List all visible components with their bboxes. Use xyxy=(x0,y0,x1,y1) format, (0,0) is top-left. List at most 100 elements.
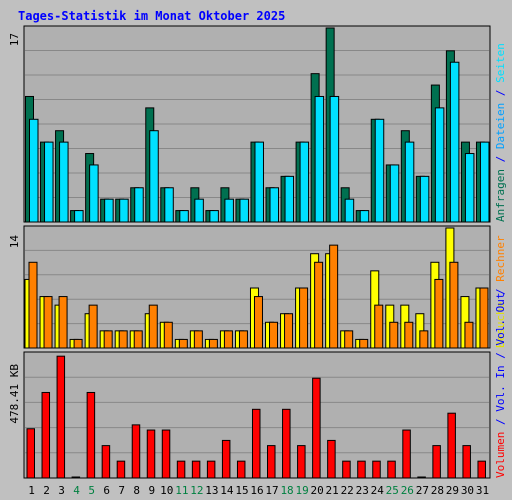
legend-text: Rechner xyxy=(494,235,507,282)
bar-volumen xyxy=(251,408,261,479)
bar-volumen xyxy=(297,445,306,479)
bar-rechner xyxy=(359,338,369,349)
bar-volumen xyxy=(71,476,81,479)
bar-volumen xyxy=(221,439,231,479)
y-max-label-top: 17 xyxy=(8,33,21,46)
x-tick-label: 1 xyxy=(28,484,35,497)
bar-volumen xyxy=(116,460,126,479)
bar-dateien xyxy=(479,141,490,223)
bar-rechner xyxy=(314,261,324,349)
bar-volumen xyxy=(267,445,276,479)
x-tick-label: 12 xyxy=(190,484,203,497)
y-max-label-middle: 14 xyxy=(8,235,21,249)
bar-rechner xyxy=(118,330,128,349)
legend-text: Anfragen xyxy=(494,169,507,222)
bar-dateien xyxy=(464,153,475,223)
bar-dateien xyxy=(299,141,310,223)
bar-rechner xyxy=(133,330,143,349)
bar-dateien xyxy=(269,187,280,223)
bar-volumen xyxy=(342,460,351,479)
bar-volumen xyxy=(131,424,141,479)
x-tick-label: 8 xyxy=(133,484,140,497)
bar-volumen xyxy=(402,429,411,479)
bar-rechner xyxy=(148,304,158,349)
bar-dateien xyxy=(134,187,144,223)
bar-volumen xyxy=(56,355,66,479)
legend-text: / xyxy=(494,412,507,432)
bar-dateien xyxy=(89,164,99,223)
bar-dateien xyxy=(194,198,204,223)
bar-rechner xyxy=(178,338,188,349)
legend-text: Vol. In xyxy=(494,365,507,411)
x-tick-label: 16 xyxy=(250,484,263,497)
bar-volumen xyxy=(417,476,426,479)
legend-text: / xyxy=(494,346,507,366)
bar-rechner xyxy=(299,287,309,349)
bar-rechner xyxy=(73,338,83,349)
bar-volumen xyxy=(477,460,486,479)
legend-text: Besuche xyxy=(494,302,507,348)
bar-dateien xyxy=(104,198,114,223)
bar-dateien xyxy=(179,210,189,223)
bar-rechner xyxy=(389,321,399,349)
x-tick-label: 10 xyxy=(160,484,173,497)
x-tick-label: 3 xyxy=(58,484,65,497)
bar-rechner xyxy=(344,330,354,349)
x-tick-label: 24 xyxy=(371,484,385,497)
x-tick-label: 27 xyxy=(416,484,429,497)
legend-text: Vol. Out xyxy=(494,293,507,346)
bar-volumen xyxy=(282,408,291,479)
y-max-label-bottom: 478.41 KB xyxy=(8,364,21,424)
x-tick-label: 14 xyxy=(220,484,234,497)
x-tick-label: 31 xyxy=(476,484,489,497)
bar-dateien xyxy=(284,175,295,223)
bar-rechner xyxy=(43,296,53,349)
x-tick-label: 9 xyxy=(148,484,155,497)
bar-dateien xyxy=(74,210,84,223)
bar-volumen xyxy=(372,460,381,479)
bar-rechner xyxy=(238,330,248,349)
bar-dateien xyxy=(149,130,159,223)
bar-volumen xyxy=(357,460,366,479)
bar-dateien xyxy=(434,107,445,223)
bar-rechner xyxy=(329,244,339,349)
bar-volumen xyxy=(161,429,171,479)
x-tick-label: 25 xyxy=(386,484,399,497)
bar-volumen xyxy=(146,429,156,479)
x-tick-label: 5 xyxy=(88,484,95,497)
bar-dateien xyxy=(254,141,264,223)
bar-volumen xyxy=(26,428,35,479)
bar-dateien xyxy=(359,210,370,223)
bar-dateien xyxy=(224,198,234,223)
right-legend-middle: Besuche / Rechner xyxy=(494,235,507,348)
bar-rechner xyxy=(464,321,474,349)
legend-text: / xyxy=(494,149,507,169)
x-tick-label: 18 xyxy=(280,484,293,497)
x-tick-label: 28 xyxy=(431,484,444,497)
x-tick-label: 22 xyxy=(341,484,354,497)
bar-rechner xyxy=(269,321,279,349)
x-tick-label: 23 xyxy=(356,484,369,497)
x-tick-label: 21 xyxy=(326,484,339,497)
x-tick-label: 17 xyxy=(265,484,278,497)
bar-volumen xyxy=(206,460,216,479)
bar-rechner xyxy=(163,321,173,349)
bar-volumen xyxy=(101,445,111,479)
bar-dateien xyxy=(239,198,249,223)
bar-dateien xyxy=(209,210,219,223)
bar-rechner xyxy=(223,330,233,349)
right-legend-bottom: Volumen / Vol. In / Vol. Out xyxy=(494,293,507,478)
bar-rechner xyxy=(103,330,113,349)
bar-rechner xyxy=(253,296,263,349)
legend-text: Seiten xyxy=(494,43,507,83)
x-tick-label: 20 xyxy=(311,484,324,497)
bar-dateien xyxy=(344,198,355,223)
bar-volumen xyxy=(387,460,396,479)
x-tick-label: 29 xyxy=(446,484,459,497)
legend-text: / xyxy=(494,282,507,302)
bar-volumen xyxy=(432,445,441,479)
bar-rechner xyxy=(434,278,444,349)
x-tick-label: 2 xyxy=(43,484,50,497)
x-tick-label: 19 xyxy=(295,484,308,497)
